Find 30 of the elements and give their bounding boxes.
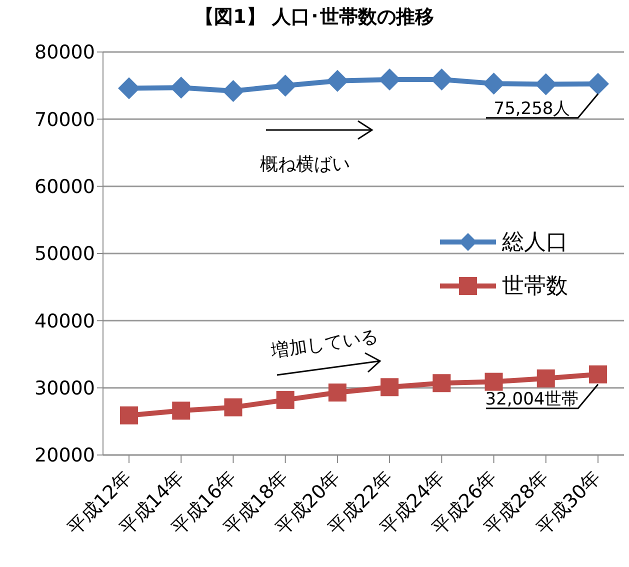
- legend-label: 総人口: [502, 229, 568, 257]
- y-tick-label: 30000: [34, 378, 95, 400]
- y-tick-label: 80000: [34, 42, 95, 64]
- point: [172, 402, 190, 420]
- point: [587, 72, 609, 95]
- point: [328, 384, 346, 402]
- y-tick-label: 50000: [34, 243, 95, 266]
- point: [484, 372, 503, 391]
- annotation: 概ね横ばい: [260, 154, 350, 175]
- point: [276, 390, 294, 409]
- annotation: 32,004世帯: [485, 389, 579, 410]
- y-tick-label: 20000: [34, 444, 95, 467]
- point: [274, 74, 296, 97]
- point: [222, 80, 244, 102]
- point: [589, 365, 607, 384]
- point: [432, 374, 451, 392]
- y-tick-label: 40000: [34, 310, 95, 332]
- y-tick-label: 70000: [34, 108, 95, 131]
- point: [326, 70, 348, 92]
- point: [536, 369, 555, 388]
- chart-title: 【図1】 人口･世帯数の推移: [194, 5, 435, 30]
- annotation: 75,258人: [494, 98, 570, 119]
- legend-label: 世帯数: [502, 273, 568, 301]
- point: [170, 76, 192, 99]
- point: [120, 406, 138, 424]
- y-tick-label: 60000: [34, 176, 95, 198]
- annotation: 増加している: [268, 326, 380, 362]
- point: [118, 77, 140, 100]
- point: [224, 398, 242, 416]
- point: [380, 378, 399, 396]
